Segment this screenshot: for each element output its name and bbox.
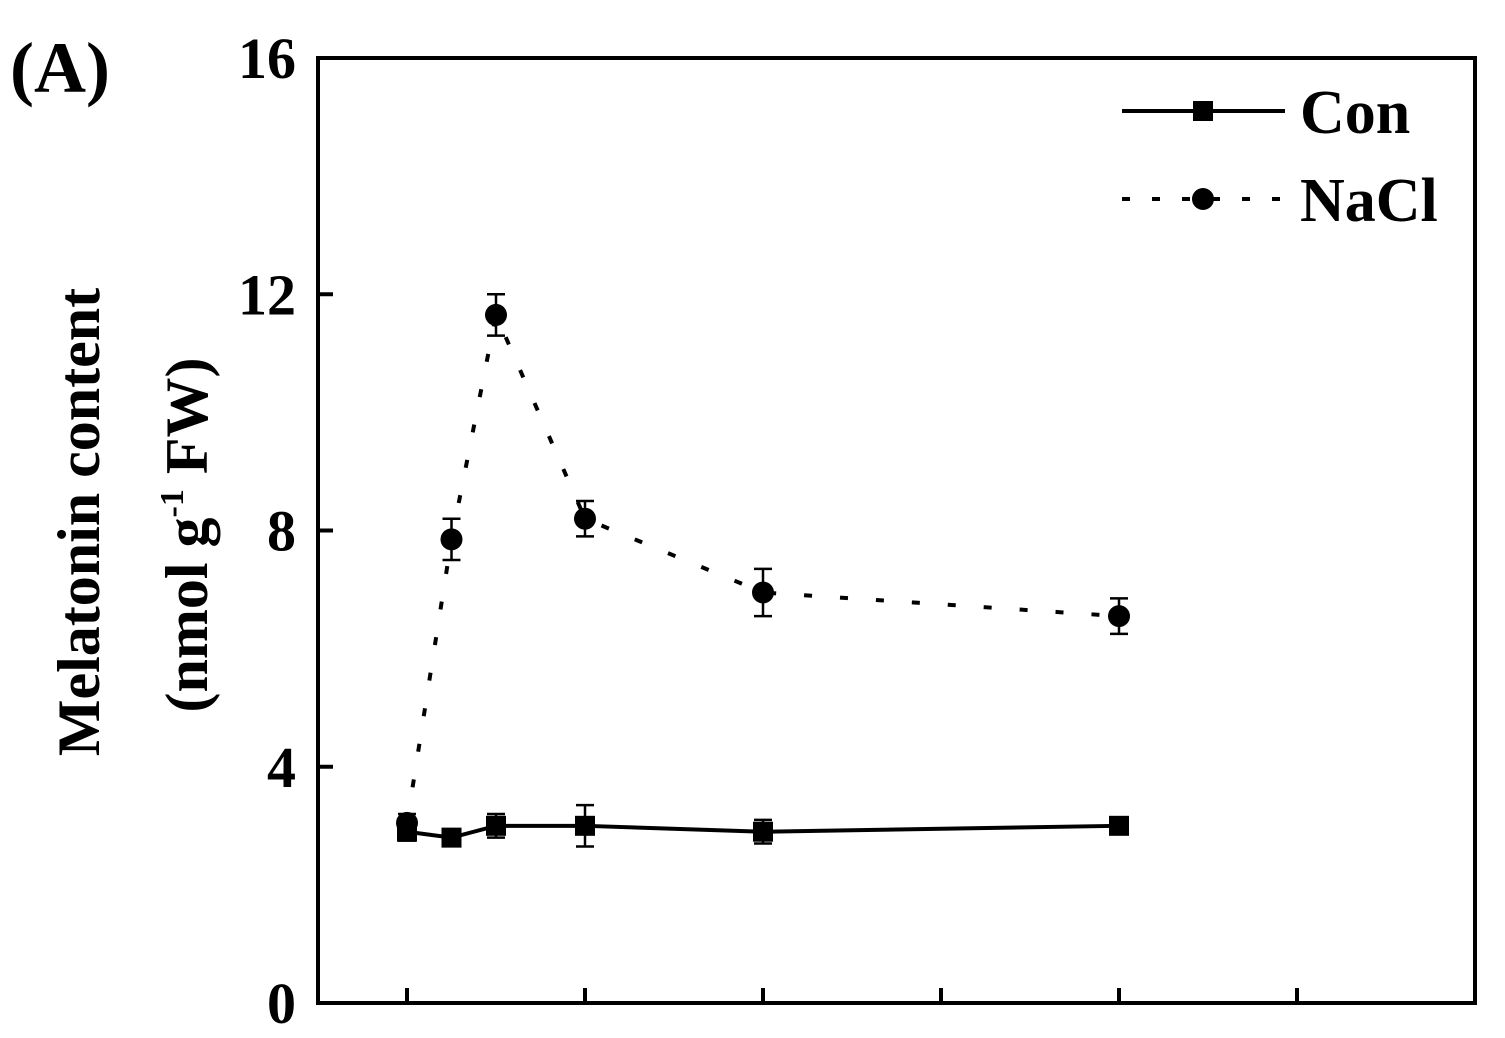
- y-axis-label: Melatonin content (nmol g-1 FW): [46, 288, 220, 756]
- panel-label: (A): [10, 28, 110, 108]
- y-axis-label-unit-suffix: FW): [154, 358, 220, 490]
- y-tick-label-12: 12: [238, 262, 296, 327]
- y-axis-label-unit-sup: -1: [154, 489, 191, 517]
- point-con-4: [753, 821, 773, 842]
- legend-label-con: Con: [1300, 79, 1410, 147]
- y-axis-label-line1: Melatonin content: [46, 288, 112, 756]
- point-nacl-1: [440, 528, 463, 551]
- point-con-3: [575, 815, 595, 836]
- legend-marker-con: [1193, 101, 1213, 121]
- point-con-2: [486, 815, 506, 836]
- legend: Con NaCl: [1122, 79, 1438, 235]
- series-layer: [396, 293, 1130, 848]
- y-tick-label-16: 16: [238, 26, 296, 91]
- point-nacl-4: [752, 581, 774, 604]
- x-axis-ticks: [405, 988, 1299, 1003]
- point-con-1: [441, 827, 462, 848]
- point-nacl-2: [485, 303, 507, 326]
- y-tick-label-4: 4: [267, 735, 296, 800]
- legend-label-nacl: NaCl: [1300, 167, 1438, 235]
- point-con-5: [1109, 815, 1129, 836]
- point-nacl-3: [574, 507, 596, 530]
- legend-item-nacl: NaCl: [1122, 167, 1438, 235]
- y-axis-ticks: 0 4 8 12 16: [238, 26, 333, 1036]
- point-nacl-5: [1108, 605, 1130, 628]
- point-nacl-0: [396, 811, 418, 834]
- legend-item-con: Con: [1122, 79, 1410, 147]
- y-tick-label-0: 0: [267, 971, 296, 1036]
- y-axis-label-unit-prefix: (nmol g: [154, 517, 220, 712]
- y-axis-label-line2: (nmol g-1 FW): [154, 358, 220, 713]
- series-con: [397, 803, 1129, 848]
- legend-marker-nacl: [1192, 188, 1214, 210]
- y-tick-label-8: 8: [267, 499, 296, 564]
- series-nacl: [396, 293, 1130, 834]
